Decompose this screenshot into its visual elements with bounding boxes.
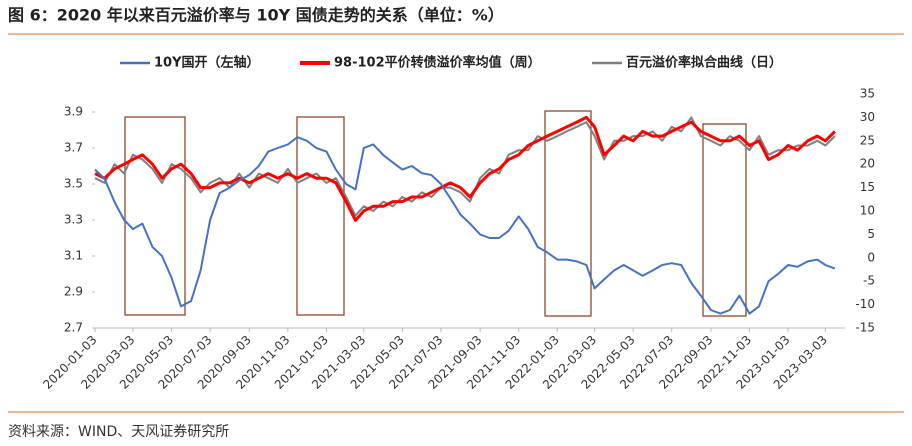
chart-title: 图 6：2020 年以来百元溢价率与 10Y 国债走势的关系（单位：%） — [8, 6, 504, 25]
source-note: 资料来源：WIND、天风证券研究所 — [8, 424, 229, 440]
series-line — [94, 116, 836, 217]
y-tick-label: 2.9 — [64, 285, 83, 299]
highlight-box — [544, 110, 592, 317]
legend-label: 98-102平价转债溢价率均值（周） — [334, 55, 541, 71]
y2-tick-label: -5 — [863, 274, 875, 288]
highlight-box — [296, 116, 345, 316]
y2-tick-label: -10 — [855, 297, 875, 311]
y2-tick-label: 10 — [860, 204, 875, 218]
y-tick-label: 3.9 — [64, 105, 83, 119]
highlight-box — [124, 116, 186, 316]
series-line — [94, 115, 836, 222]
y2-tick-label: 25 — [860, 133, 875, 147]
y2-tick-label: 30 — [860, 110, 875, 124]
legend-label: 百元溢价率拟合曲线（日） — [626, 55, 782, 71]
y2-tick-label: 20 — [860, 157, 875, 171]
y2-tick-label: -15 — [855, 321, 875, 335]
y2-tick-label: 35 — [860, 87, 875, 101]
series-line — [94, 136, 836, 315]
legend-label: 10Y国开（左轴） — [154, 55, 260, 71]
y2-tick-label: 15 — [860, 180, 875, 194]
highlight-boxes — [124, 110, 747, 317]
y-tick-label: 3.5 — [64, 177, 83, 191]
y-tick-label: 2.7 — [64, 321, 83, 335]
y-tick-label: 3.3 — [64, 213, 83, 227]
y2-tick-label: 0 — [867, 250, 875, 264]
y-tick-label: 3.7 — [64, 141, 83, 155]
highlight-box — [702, 123, 747, 317]
y-tick-label: 3.1 — [64, 249, 83, 263]
y2-tick-label: 5 — [867, 227, 875, 241]
